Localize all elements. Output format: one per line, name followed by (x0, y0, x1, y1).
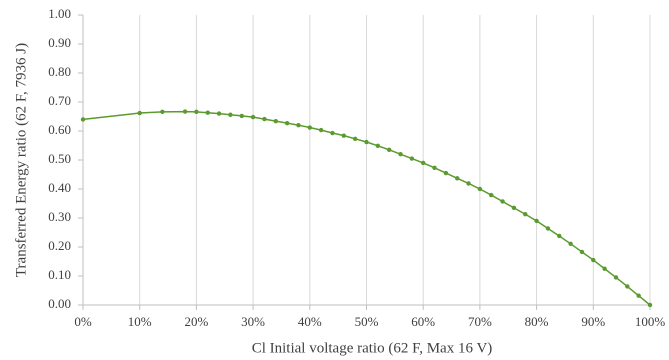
data-point (455, 176, 460, 181)
data-point (477, 186, 483, 192)
data-point (284, 120, 290, 126)
data-point (228, 112, 233, 117)
x-tick-label: 0% (74, 314, 92, 329)
data-point (568, 241, 573, 247)
data-point (239, 113, 244, 119)
data-point (205, 110, 210, 115)
data-point (341, 133, 347, 138)
data-point (636, 293, 641, 298)
data-point (557, 233, 562, 239)
y-tick-label: 0.00 (48, 296, 71, 311)
x-tick-label: 30% (241, 314, 265, 329)
data-point (182, 109, 188, 114)
data-point (591, 257, 596, 263)
y-tick-label: 0.60 (48, 122, 71, 137)
y-tick-label: 0.70 (48, 93, 71, 108)
x-tick-label: 100% (635, 314, 666, 329)
data-point (511, 205, 517, 211)
data-point (262, 116, 267, 122)
data-point (466, 181, 471, 186)
x-tick-label: 70% (468, 314, 492, 329)
y-tick-label: 0.40 (48, 180, 71, 195)
data-point (421, 160, 426, 166)
y-axis-title: Transferred Energy ratio (62 F, 7936 J) (13, 43, 29, 277)
x-tick-label: 20% (184, 314, 208, 329)
data-point (386, 147, 392, 153)
data-point (625, 284, 630, 289)
data-point (352, 136, 358, 142)
data-point (296, 123, 301, 128)
data-point (364, 139, 369, 145)
data-point (307, 125, 312, 130)
data-point (432, 165, 437, 171)
data-point (273, 118, 278, 124)
data-point (602, 266, 607, 271)
data-point (545, 226, 551, 231)
y-tick-label: 0.10 (48, 267, 71, 282)
data-point (500, 199, 505, 204)
data-point (330, 130, 335, 136)
x-tick-label: 50% (355, 314, 379, 329)
x-tick-label: 90% (581, 314, 605, 329)
data-point (194, 109, 199, 115)
data-point (398, 152, 403, 157)
y-tick-label: 0.50 (48, 151, 71, 166)
data-point (409, 156, 415, 161)
y-tick-label: 1.00 (48, 6, 71, 21)
data-point (160, 109, 165, 115)
data-point (443, 170, 449, 176)
data-point (375, 143, 381, 148)
data-point (579, 249, 585, 255)
y-tick-label: 0.80 (48, 64, 71, 79)
y-tick-label: 0.20 (48, 238, 71, 253)
x-tick-label: 80% (525, 314, 549, 329)
x-tick-label: 10% (128, 314, 152, 329)
y-tick-label: 0.90 (48, 35, 71, 50)
data-point (489, 192, 494, 198)
data-point (250, 114, 256, 120)
data-point (613, 275, 619, 280)
data-point (80, 117, 86, 122)
data-point (216, 111, 222, 116)
x-tick-label: 40% (298, 314, 322, 329)
data-point (137, 110, 142, 116)
x-axis-title: Cl Initial voltage ratio (62 F, Max 16 V… (252, 340, 493, 356)
data-point (318, 127, 324, 133)
x-tick-label: 60% (411, 314, 435, 329)
y-tick-label: 0.30 (48, 209, 71, 224)
data-point (523, 212, 528, 217)
data-point (534, 218, 539, 224)
data-point (647, 302, 653, 308)
